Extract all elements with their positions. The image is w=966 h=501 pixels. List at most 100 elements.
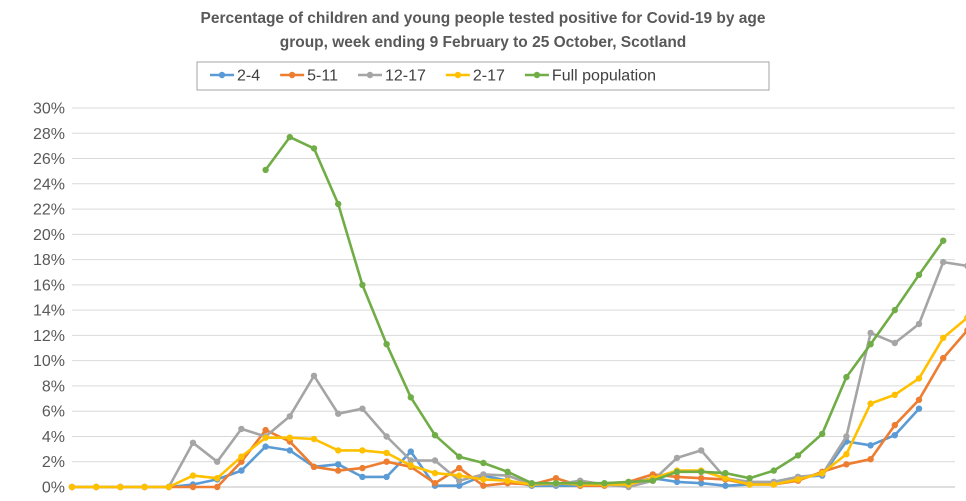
data-point-full-population — [746, 475, 753, 482]
data-point-2-17 — [165, 483, 172, 491]
legend-label: 2-4 — [237, 68, 260, 85]
data-point-full-population — [552, 480, 560, 487]
series-full-population — [262, 133, 947, 487]
chart-title: Percentage of children and young people … — [200, 10, 765, 51]
data-point-2-4 — [867, 442, 874, 449]
data-point-5-11 — [915, 396, 923, 403]
data-point-12-17 — [310, 372, 318, 379]
legend-label: 12-17 — [385, 68, 426, 85]
data-point-2-17 — [93, 483, 100, 491]
data-point-full-population — [843, 373, 850, 381]
data-point-full-population — [698, 468, 705, 475]
data-point-full-population — [577, 480, 584, 487]
data-point-2-17 — [310, 435, 318, 443]
data-point-2-4 — [262, 443, 269, 450]
data-point-5-11 — [189, 483, 197, 491]
data-point-full-population — [940, 237, 947, 244]
data-point-12-17 — [673, 454, 681, 462]
data-point-full-population — [673, 468, 681, 475]
data-point-12-17 — [698, 447, 705, 454]
y-tick-label: 12% — [33, 328, 65, 345]
chart-title-line-2: group, week ending 9 February to 25 Octo… — [280, 34, 687, 51]
data-point-12-17 — [359, 405, 366, 412]
data-point-2-17 — [407, 462, 414, 469]
series-line-2-17 — [72, 317, 966, 489]
data-point-12-17 — [456, 477, 463, 484]
data-point-full-population — [528, 480, 535, 487]
data-point-2-4 — [915, 405, 923, 412]
data-point-2-4 — [673, 478, 681, 486]
chart-title-line-1: Percentage of children and young people … — [200, 10, 765, 27]
data-point-2-17 — [794, 476, 802, 483]
data-point-full-population — [867, 341, 874, 348]
data-point-2-4 — [698, 480, 705, 487]
data-point-2-17 — [746, 481, 753, 488]
data-point-full-population — [794, 452, 802, 459]
data-point-2-17 — [867, 400, 874, 407]
legend-item-2-4: 2-4 — [210, 68, 260, 85]
legend-marker — [533, 71, 541, 79]
y-tick-label: 30% — [33, 101, 65, 118]
y-tick-label: 0% — [42, 480, 65, 497]
series-lines — [68, 133, 966, 491]
data-point-5-11 — [262, 426, 269, 434]
data-point-5-11 — [335, 467, 342, 474]
legend-label: Full population — [552, 68, 656, 85]
data-point-2-17 — [504, 477, 511, 484]
data-point-2-4 — [407, 448, 414, 455]
data-point-2-4 — [722, 482, 729, 489]
data-point-5-11 — [552, 475, 560, 482]
y-tick-label: 16% — [33, 277, 65, 294]
data-point-12-17 — [867, 329, 874, 337]
gridlines — [72, 107, 955, 463]
y-tick-label: 8% — [42, 378, 65, 395]
data-point-full-population — [431, 432, 439, 439]
data-point-full-population — [770, 467, 777, 474]
data-point-full-population — [456, 453, 463, 460]
data-point-12-17 — [915, 320, 923, 328]
series-line-12-17 — [72, 260, 966, 489]
data-point-2-17 — [480, 476, 487, 483]
data-point-2-17 — [335, 447, 342, 454]
data-point-full-population — [286, 133, 293, 141]
legend-marker — [454, 71, 462, 79]
legend-label: 5-11 — [307, 68, 338, 85]
data-point-2-17 — [189, 472, 197, 479]
data-point-5-11 — [383, 458, 390, 465]
data-point-5-11 — [238, 458, 245, 465]
data-point-2-17 — [286, 434, 293, 441]
data-point-full-population — [891, 306, 898, 314]
data-point-12-17 — [407, 457, 414, 464]
data-point-5-11 — [843, 461, 850, 468]
data-point-2-17 — [214, 475, 221, 482]
legend-marker — [366, 71, 374, 79]
data-point-2-4 — [891, 432, 898, 439]
data-point-2-4 — [335, 461, 342, 468]
data-point-2-17 — [117, 483, 124, 491]
data-point-5-11 — [891, 421, 898, 429]
data-point-2-17 — [940, 334, 947, 342]
series-12-17 — [68, 258, 966, 491]
chart-legend: 2-4 5-11 12-17 2-17 Full population — [196, 61, 770, 91]
data-point-2-17 — [915, 375, 923, 382]
data-point-5-11 — [310, 463, 318, 470]
legend-label: 2-17 — [473, 68, 505, 85]
data-point-full-population — [310, 145, 318, 152]
data-point-2-17 — [770, 481, 777, 488]
y-axis-tick-labels: 0% 2% 4% 6% 8% 10% 12% 14% 16% 18% 20% 22% 24% 26% 28%… — [33, 101, 65, 497]
data-point-full-population — [722, 469, 729, 477]
y-tick-label: 22% — [33, 202, 65, 219]
data-point-full-population — [649, 477, 656, 484]
data-point-full-population — [504, 468, 511, 475]
data-point-2-17 — [238, 453, 245, 460]
data-point-2-17 — [383, 449, 390, 457]
y-tick-label: 10% — [33, 353, 65, 370]
data-point-12-17 — [891, 339, 898, 347]
data-point-2-17 — [891, 391, 898, 398]
data-point-5-11 — [431, 480, 439, 487]
data-point-full-population — [601, 480, 608, 487]
data-point-5-11 — [698, 475, 705, 482]
data-point-2-17 — [843, 451, 850, 458]
data-point-full-population — [383, 341, 390, 348]
data-point-full-population — [262, 166, 269, 174]
